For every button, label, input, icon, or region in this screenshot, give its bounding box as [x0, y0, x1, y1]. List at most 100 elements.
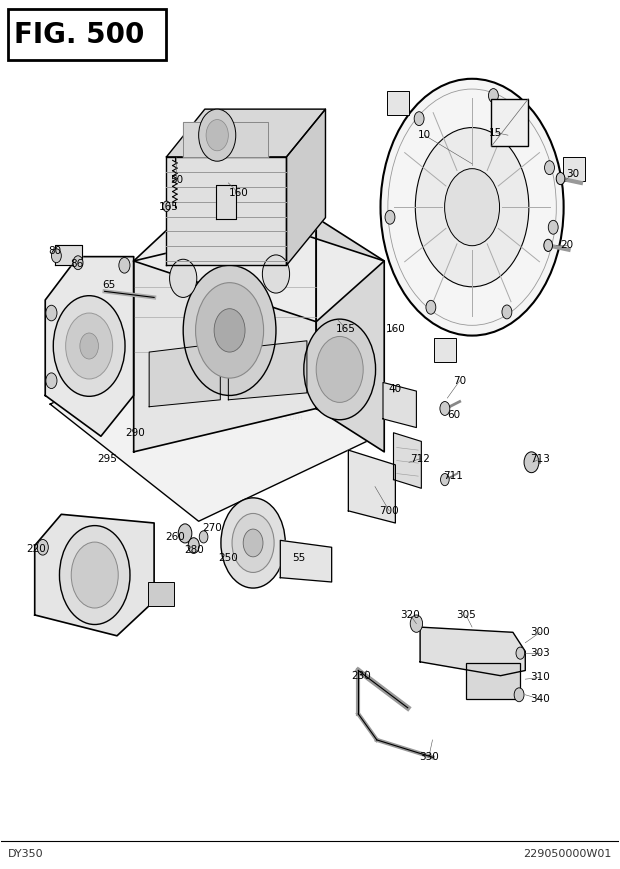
Text: 280: 280	[184, 545, 203, 555]
Polygon shape	[149, 343, 220, 407]
Circle shape	[73, 255, 83, 269]
Circle shape	[37, 540, 48, 555]
Text: FIG. 500: FIG. 500	[14, 21, 144, 49]
Polygon shape	[216, 184, 236, 219]
Text: 55: 55	[292, 553, 306, 563]
Circle shape	[60, 526, 130, 625]
Polygon shape	[420, 627, 525, 676]
Text: 10: 10	[418, 130, 431, 140]
Circle shape	[414, 112, 424, 126]
Circle shape	[221, 498, 285, 588]
Polygon shape	[134, 200, 384, 322]
Text: 250: 250	[218, 553, 238, 563]
Circle shape	[198, 109, 236, 162]
Circle shape	[46, 305, 57, 321]
Text: 50: 50	[170, 176, 183, 185]
FancyBboxPatch shape	[8, 10, 166, 60]
Circle shape	[178, 524, 192, 543]
Polygon shape	[167, 109, 326, 157]
Polygon shape	[35, 514, 154, 636]
Polygon shape	[348, 450, 396, 523]
Text: 295: 295	[97, 454, 117, 464]
Circle shape	[71, 542, 118, 608]
Bar	[491, 99, 528, 147]
Text: 700: 700	[379, 506, 399, 516]
Circle shape	[410, 615, 423, 633]
Polygon shape	[45, 256, 134, 436]
Circle shape	[548, 221, 558, 234]
Circle shape	[385, 210, 395, 224]
Circle shape	[206, 120, 228, 151]
Circle shape	[316, 336, 363, 402]
Circle shape	[119, 257, 130, 273]
Text: 165: 165	[159, 202, 179, 212]
Circle shape	[502, 305, 512, 319]
Text: 20: 20	[560, 241, 574, 250]
Text: 60: 60	[447, 410, 460, 421]
Polygon shape	[286, 109, 326, 265]
Bar	[434, 337, 456, 362]
Circle shape	[514, 688, 524, 702]
Circle shape	[243, 529, 263, 557]
Circle shape	[80, 333, 99, 359]
Polygon shape	[383, 382, 417, 428]
Polygon shape	[394, 433, 422, 488]
Text: 230: 230	[351, 671, 371, 680]
Circle shape	[214, 308, 245, 352]
Circle shape	[188, 538, 199, 554]
Circle shape	[426, 301, 436, 315]
Text: 303: 303	[530, 648, 550, 658]
Circle shape	[304, 319, 376, 420]
Text: 65: 65	[102, 281, 115, 290]
Polygon shape	[228, 341, 307, 400]
Text: 320: 320	[401, 610, 420, 620]
Text: 165: 165	[336, 323, 356, 334]
Circle shape	[53, 295, 125, 396]
Circle shape	[163, 201, 170, 211]
Circle shape	[524, 452, 539, 473]
Polygon shape	[183, 123, 268, 157]
Circle shape	[66, 313, 113, 379]
Text: 270: 270	[202, 523, 222, 534]
Text: 160: 160	[229, 189, 249, 198]
Text: 713: 713	[530, 454, 550, 464]
Bar	[466, 663, 520, 700]
Circle shape	[232, 514, 274, 573]
Circle shape	[199, 531, 208, 543]
Text: 290: 290	[126, 428, 146, 438]
Text: illustratedparts.com: illustratedparts.com	[218, 413, 303, 421]
Text: 330: 330	[419, 753, 438, 762]
Circle shape	[440, 401, 450, 415]
Text: 260: 260	[166, 532, 185, 542]
Circle shape	[489, 89, 498, 103]
Circle shape	[544, 161, 554, 175]
Circle shape	[441, 474, 449, 486]
Text: 220: 220	[27, 544, 46, 554]
Circle shape	[381, 79, 564, 335]
Circle shape	[516, 647, 525, 660]
Circle shape	[46, 373, 57, 388]
Bar	[562, 157, 585, 181]
Text: 300: 300	[530, 627, 550, 637]
Circle shape	[262, 255, 290, 293]
Polygon shape	[316, 217, 384, 452]
Text: 15: 15	[489, 128, 502, 137]
Text: 310: 310	[530, 673, 550, 682]
Text: 80: 80	[48, 246, 62, 255]
Circle shape	[51, 249, 61, 262]
Circle shape	[170, 259, 197, 297]
Text: 86: 86	[70, 260, 84, 269]
Text: 70: 70	[453, 375, 466, 386]
Polygon shape	[50, 317, 381, 521]
Text: 340: 340	[530, 694, 550, 704]
Circle shape	[556, 172, 565, 184]
Bar	[148, 582, 174, 607]
Circle shape	[445, 169, 500, 246]
Polygon shape	[134, 217, 316, 452]
Circle shape	[195, 282, 264, 378]
Bar	[387, 90, 409, 115]
Circle shape	[183, 265, 276, 395]
Text: 30: 30	[566, 169, 580, 179]
Text: 305: 305	[456, 610, 476, 620]
Circle shape	[544, 239, 552, 251]
